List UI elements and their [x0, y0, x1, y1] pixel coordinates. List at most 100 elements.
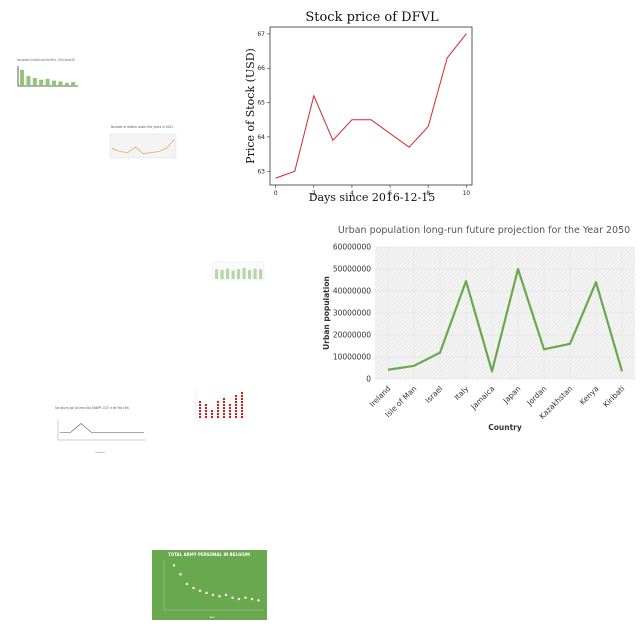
point [172, 564, 176, 567]
bar [259, 269, 263, 279]
point [237, 597, 241, 601]
bar [248, 269, 252, 279]
point [205, 591, 208, 595]
bar [64, 82, 69, 86]
urban-chart-panel: Urban population long-run future project… [318, 218, 636, 440]
point [198, 589, 202, 592]
point [198, 406, 202, 410]
thumb-xlabel: Year [209, 615, 215, 619]
point [210, 415, 214, 419]
point [222, 415, 226, 419]
x-tick-label: Kiribati [601, 384, 626, 409]
point [240, 397, 244, 401]
point [240, 406, 244, 410]
point [222, 406, 226, 410]
bar [215, 269, 219, 279]
point [204, 415, 208, 419]
x-axis-label: Days since 2016-12-15 [309, 191, 436, 204]
series-line [111, 139, 175, 155]
y-tick-label: 30000000 [333, 309, 371, 318]
bar [253, 268, 257, 279]
y-tick-label: 65 [257, 100, 265, 107]
y-axis-label: Urban population [322, 276, 331, 350]
bar [231, 270, 235, 279]
point [218, 595, 221, 598]
y-tick-label: 0 [366, 375, 371, 384]
point [198, 412, 202, 416]
point [234, 409, 238, 413]
point [210, 412, 214, 416]
y-tick-label: 67 [257, 31, 265, 38]
y-tick-label: 64 [257, 134, 265, 141]
bar [20, 69, 24, 86]
bar [237, 269, 241, 279]
point [198, 400, 202, 404]
x-tick-label: Jamaica [468, 384, 496, 412]
point [198, 415, 202, 419]
point [234, 403, 238, 407]
bar [58, 81, 63, 86]
point [179, 573, 182, 576]
point [216, 406, 220, 410]
point [234, 400, 238, 404]
x-tick-label: 6 [388, 190, 392, 197]
x-tick-label: Ireland [368, 384, 393, 409]
point [240, 409, 244, 413]
point [228, 412, 232, 416]
bar [45, 78, 50, 86]
point [240, 400, 244, 404]
bar [220, 269, 224, 279]
point [204, 409, 208, 413]
point [224, 593, 228, 597]
point [222, 412, 226, 416]
y-tick-label: 10000000 [333, 353, 371, 362]
x-tick-label: Jordan [524, 384, 548, 408]
point [240, 403, 244, 407]
point [234, 412, 238, 416]
y-tick-label: 40000000 [333, 287, 371, 296]
point [204, 412, 208, 416]
x-tick-label: 2 [312, 190, 316, 197]
y-tick-label: 60000000 [333, 243, 371, 252]
series-line [60, 423, 144, 433]
point [216, 400, 220, 404]
point [216, 415, 220, 419]
thumb-xlabel: Countries [95, 451, 105, 454]
plot-frame [269, 26, 473, 186]
point [257, 599, 260, 602]
point [234, 397, 238, 401]
point [216, 409, 220, 413]
point [240, 391, 244, 395]
point [228, 409, 232, 413]
point [228, 406, 232, 410]
point [234, 394, 238, 398]
bar [242, 267, 246, 279]
chart-title: Urban population long-run future project… [338, 225, 630, 236]
point [198, 403, 202, 407]
thumb-title: Sex ratio by age (40 year olds) (UNWPP, … [55, 406, 129, 410]
point [222, 409, 226, 413]
thumb-title: Urban population (% of total) by country… [17, 58, 75, 62]
x-tick-label: Italy [453, 384, 471, 402]
point [216, 403, 220, 407]
point [204, 403, 208, 407]
point [240, 394, 244, 398]
series-line [387, 267, 624, 373]
x-tick-label: Kenya [578, 384, 601, 407]
point [240, 415, 244, 419]
point [240, 412, 244, 416]
point [222, 400, 226, 404]
y-tick-label: 63 [257, 168, 265, 175]
bar [52, 80, 56, 86]
bar [32, 77, 37, 86]
point [222, 397, 226, 401]
point [231, 596, 234, 599]
thumb-dot-chart-red [186, 383, 248, 425]
bar [26, 76, 31, 86]
stock-chart: Stock price of DFVL 0 2 4 6 8 10 63 64 65 66 67 Da… [244, 10, 473, 204]
x-tick-label: 4 [350, 190, 354, 197]
point [185, 582, 189, 586]
x-tick-label: Israel [424, 384, 445, 405]
point [192, 586, 195, 590]
y-tick-label: 66 [257, 65, 265, 72]
